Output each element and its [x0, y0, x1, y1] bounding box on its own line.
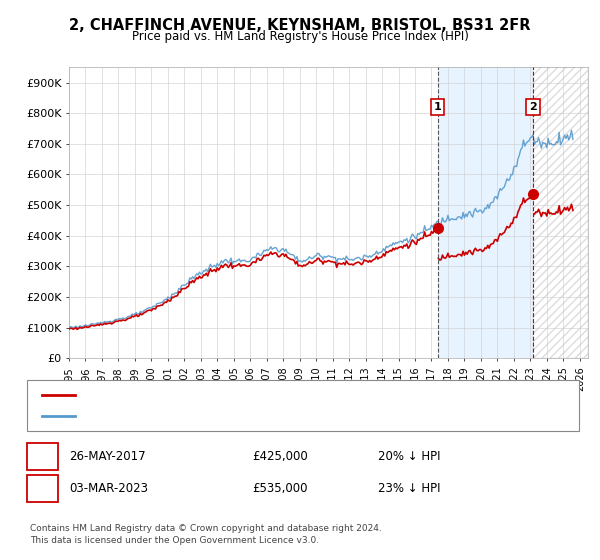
Text: 1: 1: [38, 450, 47, 463]
Text: 2, CHAFFINCH AVENUE, KEYNSHAM, BRISTOL, BS31 2FR: 2, CHAFFINCH AVENUE, KEYNSHAM, BRISTOL, …: [69, 18, 531, 32]
Text: Price paid vs. HM Land Registry's House Price Index (HPI): Price paid vs. HM Land Registry's House …: [131, 30, 469, 44]
Text: Contains HM Land Registry data © Crown copyright and database right 2024.: Contains HM Land Registry data © Crown c…: [30, 524, 382, 533]
Text: 23% ↓ HPI: 23% ↓ HPI: [378, 482, 440, 495]
Bar: [438, 67, 533, 358]
Text: HPI: Average price, detached house, Bath and North East Somerset: HPI: Average price, detached house, Bath…: [84, 410, 436, 421]
Text: 26-MAY-2017: 26-MAY-2017: [69, 450, 146, 463]
Text: 20% ↓ HPI: 20% ↓ HPI: [378, 450, 440, 463]
Text: £425,000: £425,000: [252, 450, 308, 463]
Text: 2, CHAFFINCH AVENUE, KEYNSHAM, BRISTOL, BS31 2FR (detached house): 2, CHAFFINCH AVENUE, KEYNSHAM, BRISTOL, …: [84, 390, 469, 400]
Bar: [533, 67, 588, 358]
Text: This data is licensed under the Open Government Licence v3.0.: This data is licensed under the Open Gov…: [30, 536, 319, 545]
Text: 2: 2: [38, 482, 47, 495]
Text: £535,000: £535,000: [252, 482, 308, 495]
Text: 1: 1: [434, 102, 442, 112]
Text: 2: 2: [529, 102, 537, 112]
Text: 03-MAR-2023: 03-MAR-2023: [69, 482, 148, 495]
